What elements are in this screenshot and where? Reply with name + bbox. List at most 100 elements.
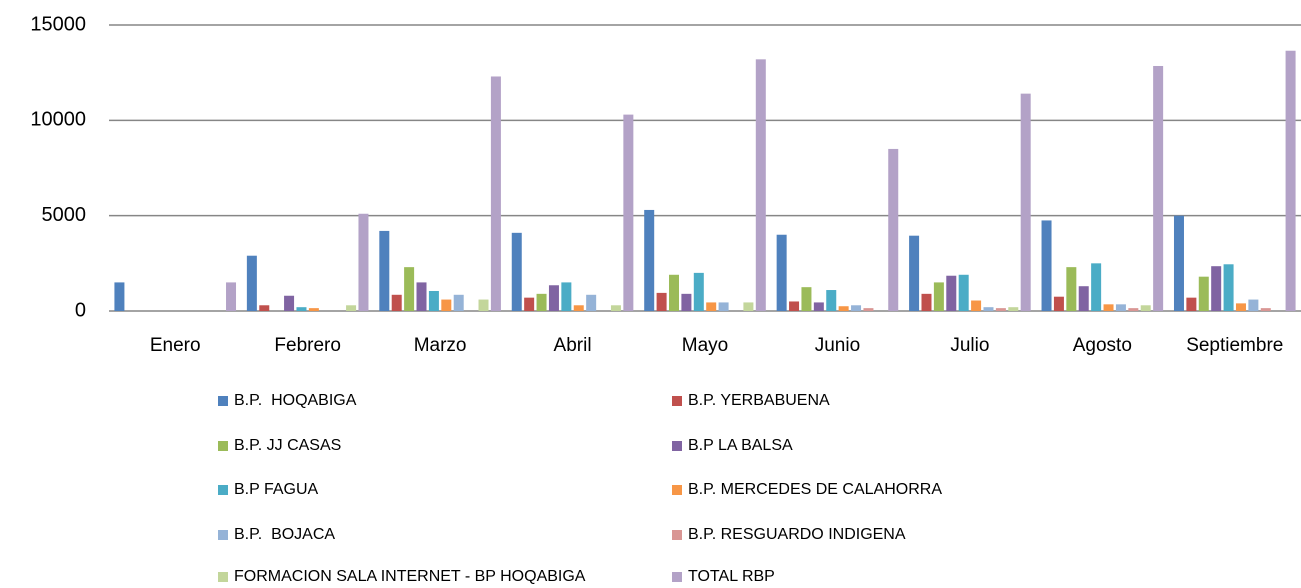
legend-swatch <box>218 485 228 495</box>
bar <box>1186 297 1197 311</box>
bar <box>644 209 655 311</box>
bar <box>1173 215 1184 311</box>
bar <box>851 305 862 311</box>
bar <box>1053 296 1064 311</box>
bar <box>453 294 464 311</box>
bar <box>586 294 597 311</box>
bar <box>826 290 837 311</box>
legend-label: B.P FAGUA <box>234 481 319 498</box>
x-tick-label: Mayo <box>682 335 728 356</box>
bar <box>1211 266 1222 311</box>
legend-label: FORMACION SALA INTERNET - BP HOQABIGA <box>234 568 586 585</box>
bar <box>1260 308 1271 311</box>
legend-label: TOTAL RBP <box>688 568 775 585</box>
bar <box>623 114 634 311</box>
bar <box>706 302 717 311</box>
bar <box>391 294 402 311</box>
legend-swatch <box>672 396 682 406</box>
bar <box>1041 220 1052 311</box>
bar <box>813 302 824 311</box>
y-tick-label: 15000 <box>30 13 86 35</box>
bar <box>1066 267 1077 311</box>
bar <box>863 308 874 311</box>
bar <box>308 308 319 311</box>
legend-label: B.P. BOJACA <box>234 526 335 543</box>
bar <box>259 305 270 311</box>
legend-swatch <box>218 441 228 451</box>
legend-label: B.P. RESGUARDO INDIGENA <box>688 526 906 543</box>
legend-swatch <box>672 530 682 540</box>
bar <box>971 300 982 311</box>
bar <box>548 285 559 311</box>
legend-label: B.P. MERCEDES DE CALAHORRA <box>688 481 942 498</box>
bar <box>114 282 125 311</box>
x-tick-label: Septiembre <box>1186 335 1283 356</box>
bar <box>1103 304 1114 311</box>
bar <box>1285 50 1296 312</box>
legend-swatch <box>218 396 228 406</box>
bar <box>296 307 307 311</box>
bar <box>1091 263 1102 311</box>
bar <box>801 287 812 311</box>
bar <box>776 234 787 311</box>
bar <box>404 267 415 311</box>
bar <box>656 292 667 311</box>
bar <box>909 235 920 311</box>
bar <box>995 308 1006 311</box>
bar <box>1235 303 1246 311</box>
bar <box>681 293 692 311</box>
bar <box>246 255 257 311</box>
x-tick-label: Marzo <box>414 335 467 356</box>
bar <box>1153 65 1164 311</box>
legend-label: B.P. JJ CASAS <box>234 437 341 454</box>
bar <box>838 306 849 311</box>
x-tick-label: Enero <box>150 335 201 356</box>
bar <box>958 274 969 311</box>
bar <box>416 282 427 311</box>
y-tick-label: 5000 <box>42 204 87 226</box>
bar <box>888 148 899 311</box>
bar <box>1248 299 1259 311</box>
bar <box>1008 307 1019 311</box>
bar <box>921 293 932 311</box>
x-tick-label: Junio <box>815 335 860 356</box>
bar <box>511 232 522 311</box>
bar <box>561 282 572 311</box>
bar <box>610 305 621 311</box>
bar <box>1078 286 1089 311</box>
bar <box>1020 93 1031 311</box>
bar <box>478 299 489 311</box>
legend-swatch <box>672 441 682 451</box>
y-tick-label: 10000 <box>30 109 86 131</box>
legend-swatch <box>672 572 682 582</box>
legend-label: B.P. YERBABUENA <box>688 392 830 409</box>
bar <box>946 275 957 311</box>
bar <box>536 293 547 311</box>
bar <box>573 305 584 311</box>
bar <box>379 230 390 311</box>
bar <box>490 76 501 311</box>
legend-swatch <box>672 485 682 495</box>
bar <box>428 290 439 311</box>
x-tick-label: Julio <box>950 335 989 356</box>
bar <box>755 59 766 311</box>
bar <box>1223 264 1234 311</box>
bar <box>1128 308 1139 311</box>
legend-label: B.P LA BALSA <box>688 437 793 454</box>
bar <box>284 295 295 311</box>
bar <box>358 213 369 311</box>
bar <box>1140 305 1151 311</box>
x-tick-label: Agosto <box>1073 335 1132 356</box>
legend-swatch <box>218 530 228 540</box>
x-tick-label: Abril <box>554 335 592 356</box>
bar <box>983 307 994 311</box>
bar <box>693 272 704 311</box>
bar <box>441 299 452 311</box>
legend-swatch <box>218 572 228 582</box>
bar <box>669 274 679 311</box>
bar <box>226 282 237 311</box>
bar <box>789 301 800 311</box>
bar <box>1198 276 1209 311</box>
y-tick-label: 0 <box>75 299 86 321</box>
